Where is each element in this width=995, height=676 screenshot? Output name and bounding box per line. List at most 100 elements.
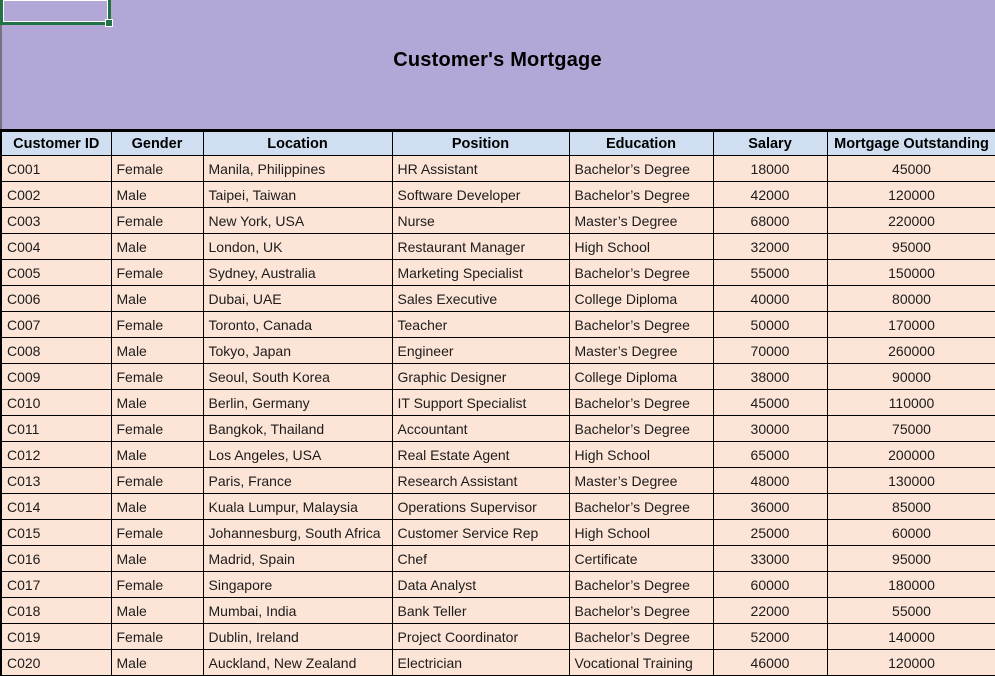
cell-education[interactable]: Bachelor’s Degree [568, 493, 714, 520]
cell-customer-id[interactable]: C002 [0, 181, 112, 208]
cell-customer-id[interactable]: C014 [0, 493, 112, 520]
cell-gender[interactable]: Female [110, 363, 204, 390]
cell-salary[interactable]: 33000 [712, 545, 828, 572]
cell-position[interactable]: Sales Executive [391, 285, 570, 312]
cell-gender[interactable]: Female [110, 311, 204, 338]
cell-customer-id[interactable]: C007 [0, 311, 112, 338]
cell-customer-id[interactable]: C019 [0, 623, 112, 650]
cell-gender[interactable]: Male [110, 493, 204, 520]
cell-mortgage-outstanding[interactable]: 95000 [826, 545, 995, 572]
cell-gender[interactable]: Male [110, 337, 204, 364]
cell-education[interactable]: Bachelor’s Degree [568, 415, 714, 442]
cell-salary[interactable]: 25000 [712, 519, 828, 546]
cell-location[interactable]: New York, USA [202, 207, 393, 234]
cell-education[interactable]: Bachelor’s Degree [568, 623, 714, 650]
col-header-customer-id[interactable]: Customer ID [0, 129, 112, 156]
cell-gender[interactable]: Male [110, 233, 204, 260]
cell-location[interactable]: Auckland, New Zealand [202, 649, 393, 676]
cell-education[interactable]: Master’s Degree [568, 207, 714, 234]
cell-education[interactable]: Bachelor’s Degree [568, 181, 714, 208]
cell-location[interactable]: Berlin, Germany [202, 389, 393, 416]
cell-mortgage-outstanding[interactable]: 200000 [826, 441, 995, 468]
cell-salary[interactable]: 38000 [712, 363, 828, 390]
cell-position[interactable]: Project Coordinator [391, 623, 570, 650]
cell-salary[interactable]: 60000 [712, 571, 828, 598]
cell-position[interactable]: Software Developer [391, 181, 570, 208]
cell-salary[interactable]: 22000 [712, 597, 828, 624]
cell-location[interactable]: Tokyo, Japan [202, 337, 393, 364]
cell-position[interactable]: Accountant [391, 415, 570, 442]
cell-customer-id[interactable]: C013 [0, 467, 112, 494]
cell-location[interactable]: Toronto, Canada [202, 311, 393, 338]
cell-customer-id[interactable]: C020 [0, 649, 112, 676]
col-header-location[interactable]: Location [202, 129, 393, 156]
cell-customer-id[interactable]: C001 [0, 155, 112, 182]
cell-position[interactable]: Engineer [391, 337, 570, 364]
cell-position[interactable]: Restaurant Manager [391, 233, 570, 260]
cell-position[interactable]: Customer Service Rep [391, 519, 570, 546]
cell-position[interactable]: Data Analyst [391, 571, 570, 598]
cell-salary[interactable]: 18000 [712, 155, 828, 182]
cell-customer-id[interactable]: C015 [0, 519, 112, 546]
selected-cell[interactable] [0, 0, 113, 27]
cell-mortgage-outstanding[interactable]: 75000 [826, 415, 995, 442]
col-header-mortgage-outstanding[interactable]: Mortgage Outstanding [826, 129, 995, 156]
cell-education[interactable]: High School [568, 233, 714, 260]
cell-position[interactable]: Nurse [391, 207, 570, 234]
cell-education[interactable]: Bachelor’s Degree [568, 597, 714, 624]
cell-mortgage-outstanding[interactable]: 140000 [826, 623, 995, 650]
cell-salary[interactable]: 45000 [712, 389, 828, 416]
cell-gender[interactable]: Female [110, 259, 204, 286]
cell-customer-id[interactable]: C010 [0, 389, 112, 416]
col-header-position[interactable]: Position [391, 129, 570, 156]
cell-location[interactable]: Sydney, Australia [202, 259, 393, 286]
cell-position[interactable]: Real Estate Agent [391, 441, 570, 468]
cell-mortgage-outstanding[interactable]: 120000 [826, 649, 995, 676]
cell-gender[interactable]: Female [110, 571, 204, 598]
cell-position[interactable]: HR Assistant [391, 155, 570, 182]
col-header-salary[interactable]: Salary [712, 129, 828, 156]
cell-customer-id[interactable]: C011 [0, 415, 112, 442]
cell-customer-id[interactable]: C017 [0, 571, 112, 598]
cell-education[interactable]: High School [568, 441, 714, 468]
cell-education[interactable]: Master’s Degree [568, 337, 714, 364]
cell-education[interactable]: Master’s Degree [568, 467, 714, 494]
cell-position[interactable]: Operations Supervisor [391, 493, 570, 520]
cell-salary[interactable]: 50000 [712, 311, 828, 338]
cell-gender[interactable]: Male [110, 545, 204, 572]
cell-mortgage-outstanding[interactable]: 220000 [826, 207, 995, 234]
cell-education[interactable]: Bachelor’s Degree [568, 389, 714, 416]
cell-mortgage-outstanding[interactable]: 110000 [826, 389, 995, 416]
cell-location[interactable]: Taipei, Taiwan [202, 181, 393, 208]
cell-education[interactable]: Bachelor’s Degree [568, 311, 714, 338]
cell-location[interactable]: London, UK [202, 233, 393, 260]
cell-location[interactable]: Paris, France [202, 467, 393, 494]
cell-customer-id[interactable]: C012 [0, 441, 112, 468]
cell-mortgage-outstanding[interactable]: 180000 [826, 571, 995, 598]
cell-education[interactable]: College Diploma [568, 363, 714, 390]
cell-education[interactable]: Certificate [568, 545, 714, 572]
cell-location[interactable]: Dublin, Ireland [202, 623, 393, 650]
col-header-gender[interactable]: Gender [110, 129, 204, 156]
cell-mortgage-outstanding[interactable]: 85000 [826, 493, 995, 520]
cell-gender[interactable]: Female [110, 155, 204, 182]
cell-salary[interactable]: 52000 [712, 623, 828, 650]
cell-gender[interactable]: Female [110, 519, 204, 546]
cell-mortgage-outstanding[interactable]: 55000 [826, 597, 995, 624]
cell-location[interactable]: Los Angeles, USA [202, 441, 393, 468]
cell-gender[interactable]: Male [110, 285, 204, 312]
cell-mortgage-outstanding[interactable]: 80000 [826, 285, 995, 312]
cell-customer-id[interactable]: C006 [0, 285, 112, 312]
cell-position[interactable]: Electrician [391, 649, 570, 676]
cell-location[interactable]: Johannesburg, South Africa [202, 519, 393, 546]
cell-mortgage-outstanding[interactable]: 90000 [826, 363, 995, 390]
cell-location[interactable]: Mumbai, India [202, 597, 393, 624]
cell-mortgage-outstanding[interactable]: 170000 [826, 311, 995, 338]
cell-position[interactable]: IT Support Specialist [391, 389, 570, 416]
cell-salary[interactable]: 70000 [712, 337, 828, 364]
cell-customer-id[interactable]: C016 [0, 545, 112, 572]
cell-location[interactable]: Kuala Lumpur, Malaysia [202, 493, 393, 520]
cell-location[interactable]: Dubai, UAE [202, 285, 393, 312]
cell-gender[interactable]: Male [110, 181, 204, 208]
cell-customer-id[interactable]: C009 [0, 363, 112, 390]
